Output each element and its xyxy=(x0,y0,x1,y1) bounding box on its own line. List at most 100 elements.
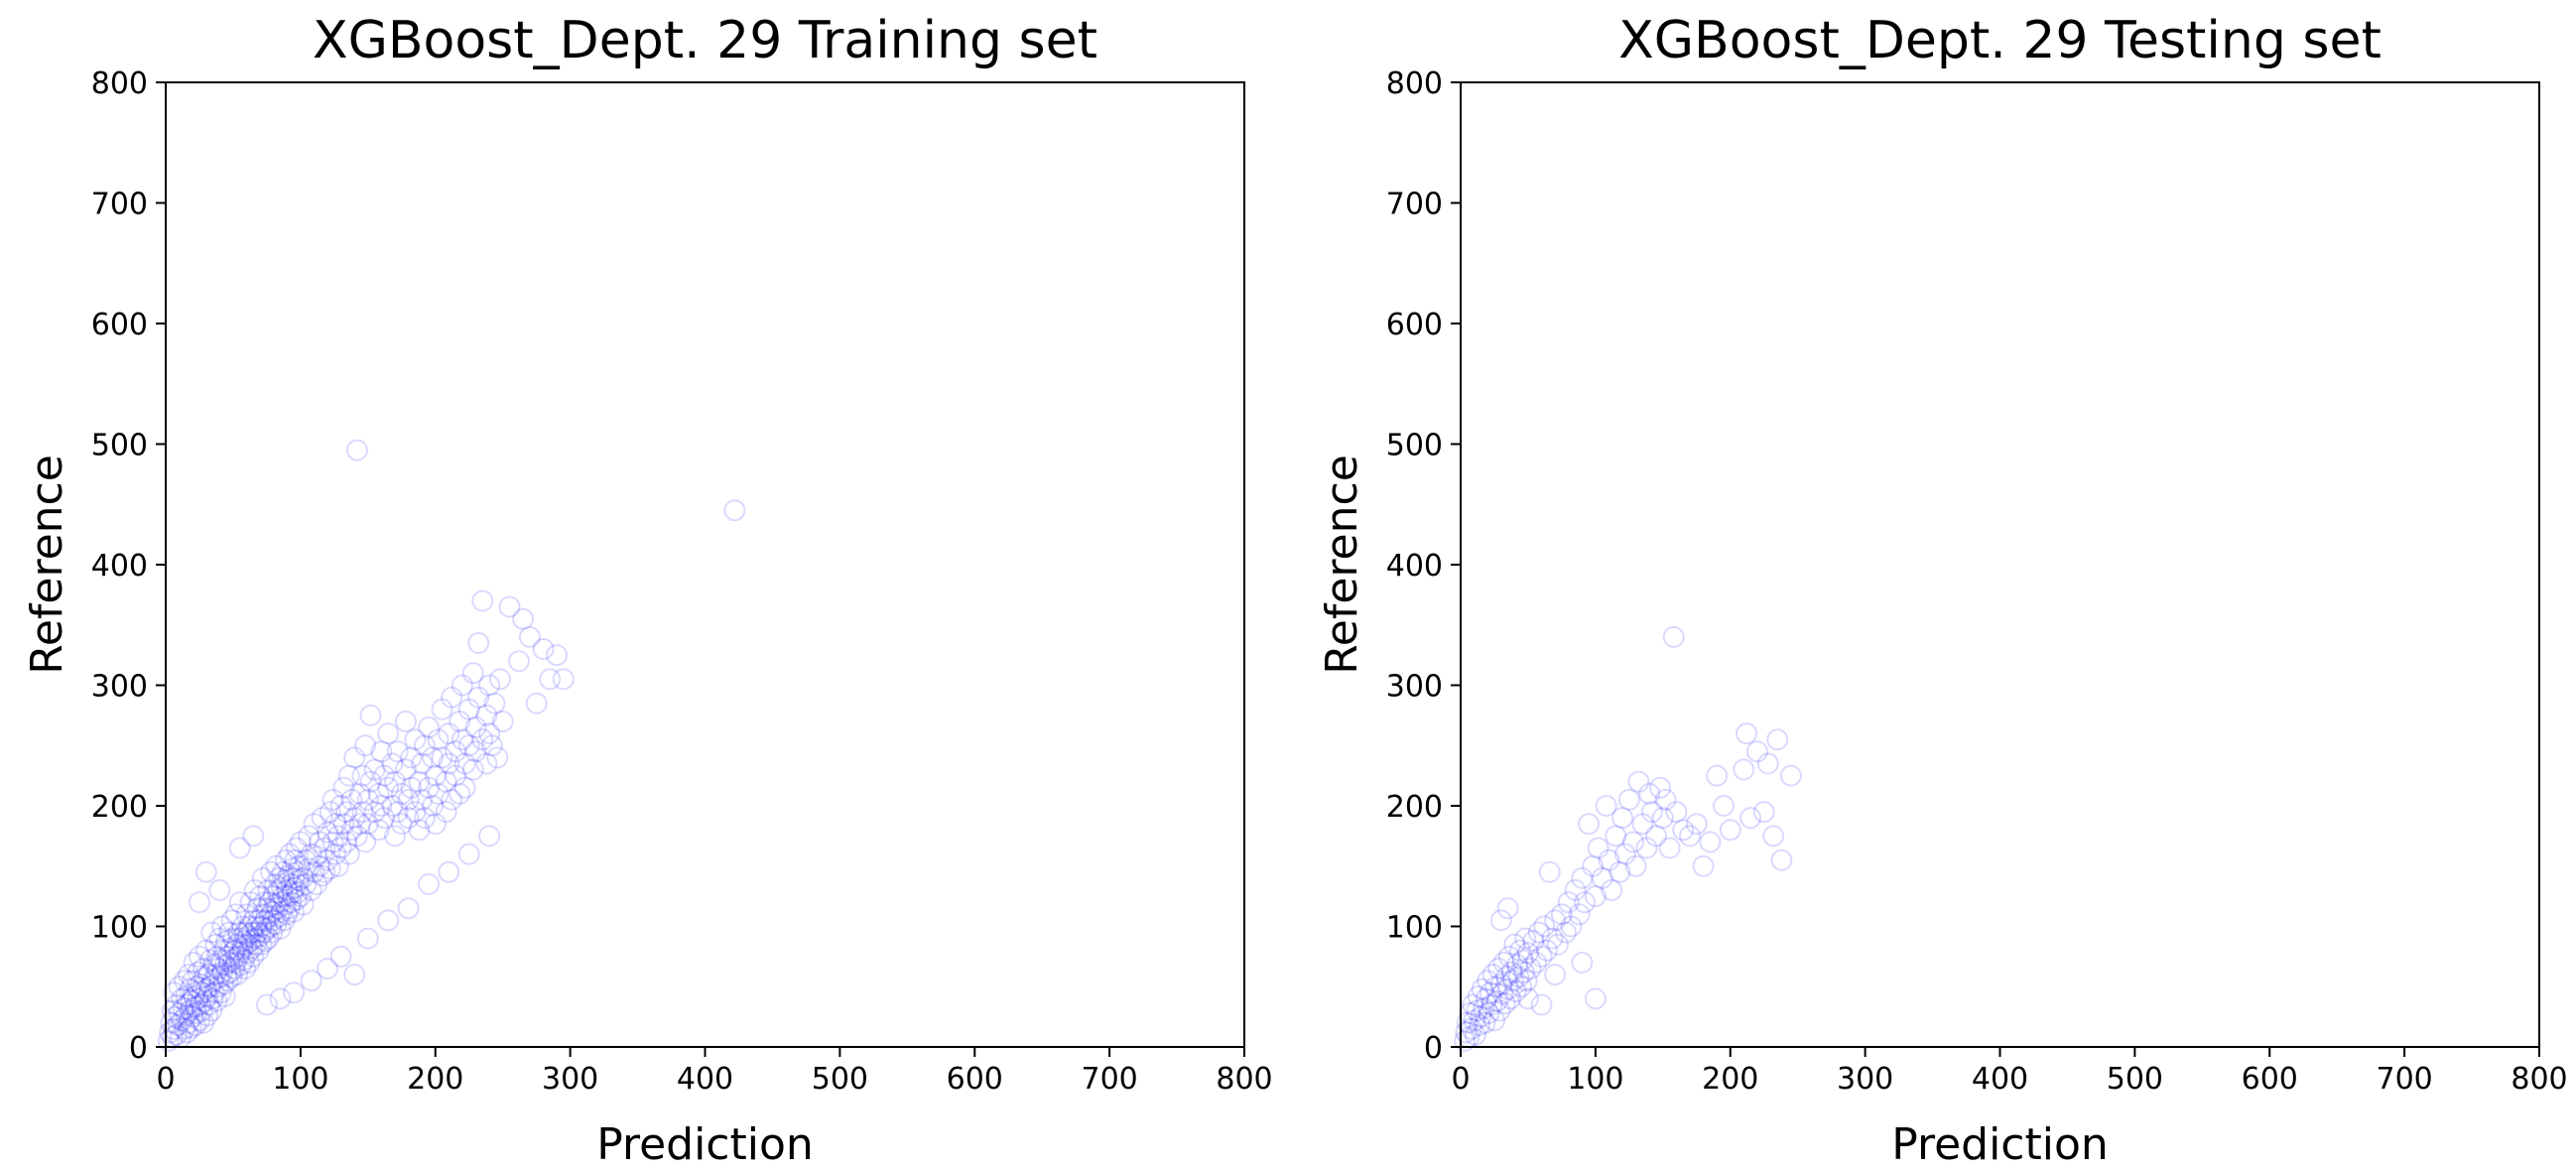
data-point xyxy=(182,1005,204,1028)
data-point xyxy=(306,873,328,895)
data-point xyxy=(258,891,281,914)
data-point xyxy=(449,782,471,805)
y-tick-label: 700 xyxy=(91,188,148,222)
data-point xyxy=(245,915,267,938)
data-point xyxy=(1627,770,1650,793)
data-point xyxy=(329,795,352,817)
data-point xyxy=(394,711,417,732)
y-tick-label: 300 xyxy=(1386,670,1443,705)
data-point xyxy=(413,734,436,757)
data-point xyxy=(260,915,282,938)
data-point xyxy=(343,964,366,986)
data-point xyxy=(197,964,220,986)
data-point xyxy=(1512,961,1535,983)
data-point xyxy=(539,668,562,691)
data-point xyxy=(239,891,262,914)
data-point xyxy=(449,711,471,732)
data-point xyxy=(377,722,400,745)
data-point xyxy=(269,917,292,940)
data-point xyxy=(518,625,541,648)
data-points xyxy=(1454,625,1802,1052)
data-point xyxy=(180,989,202,1012)
data-point xyxy=(1550,903,1573,926)
data-point xyxy=(285,888,308,911)
data-point xyxy=(464,716,487,738)
data-point xyxy=(279,897,301,920)
data-point xyxy=(243,879,266,901)
data-point xyxy=(161,999,184,1022)
data-point xyxy=(1595,795,1617,817)
data-point xyxy=(453,776,476,799)
data-point xyxy=(1591,866,1613,889)
data-point xyxy=(359,704,382,726)
data-point xyxy=(254,909,277,932)
data-point xyxy=(176,993,198,1016)
x-tick-label: 100 xyxy=(272,1062,328,1097)
data-point xyxy=(1624,854,1647,877)
data-point xyxy=(168,976,191,998)
scatter-panel-2: 0 100 200 300 400 500 600 700 800 0 100 200 300 400 50… xyxy=(1317,11,2568,1170)
data-point xyxy=(270,876,293,899)
data-point xyxy=(1487,958,1509,979)
x-tick-label: 800 xyxy=(2511,1062,2567,1097)
data-point xyxy=(400,776,423,799)
data-point xyxy=(1496,977,1519,1000)
data-point xyxy=(1536,939,1558,962)
data-point xyxy=(184,1014,206,1037)
data-point xyxy=(418,776,440,799)
data-point xyxy=(262,885,285,908)
data-point xyxy=(1533,915,1556,938)
data-point xyxy=(1504,980,1527,1003)
data-point xyxy=(359,770,382,793)
data-point xyxy=(279,843,301,865)
data-point xyxy=(171,987,193,1010)
data-point xyxy=(422,795,444,817)
data-point xyxy=(1564,879,1587,901)
data-point xyxy=(205,989,228,1012)
data-point xyxy=(1582,854,1605,877)
data-point xyxy=(251,866,274,889)
y-tick-label: 600 xyxy=(1386,308,1443,342)
data-point xyxy=(187,961,209,983)
y-tick-label: 300 xyxy=(91,670,148,705)
data-point xyxy=(1522,930,1545,953)
data-point xyxy=(272,885,295,908)
data-point xyxy=(340,788,363,811)
data-point xyxy=(1538,860,1561,883)
plot-frame xyxy=(165,81,1245,1048)
data-point xyxy=(219,961,242,983)
data-point xyxy=(300,879,322,901)
data-point xyxy=(1613,843,1636,865)
data-point xyxy=(216,970,239,992)
data-point xyxy=(445,764,467,787)
data-point xyxy=(1466,999,1488,1022)
data-point xyxy=(411,788,434,811)
data-point xyxy=(186,976,208,998)
data-point xyxy=(1525,952,1548,974)
data-point xyxy=(475,752,498,775)
y-tick-label: 500 xyxy=(91,429,148,463)
data-point xyxy=(377,776,400,799)
data-point xyxy=(1546,933,1569,956)
x-tick-label: 200 xyxy=(407,1062,463,1097)
data-point xyxy=(1507,966,1530,988)
data-point xyxy=(1544,909,1567,932)
data-point xyxy=(422,746,444,769)
data-point xyxy=(249,925,272,948)
data-point xyxy=(471,728,494,751)
data-point xyxy=(281,881,304,904)
data-point xyxy=(441,686,463,709)
data-point xyxy=(180,1016,202,1039)
data-point xyxy=(276,879,299,901)
data-point xyxy=(1733,758,1755,781)
data-point xyxy=(471,589,494,612)
data-point xyxy=(264,893,287,916)
data-point xyxy=(1471,977,1493,1000)
data-point xyxy=(1766,728,1789,751)
data-point xyxy=(1762,825,1785,847)
data-point xyxy=(525,692,548,715)
data-point xyxy=(303,860,325,883)
data-point xyxy=(311,864,333,887)
data-point xyxy=(1665,801,1688,824)
data-point xyxy=(413,807,436,830)
